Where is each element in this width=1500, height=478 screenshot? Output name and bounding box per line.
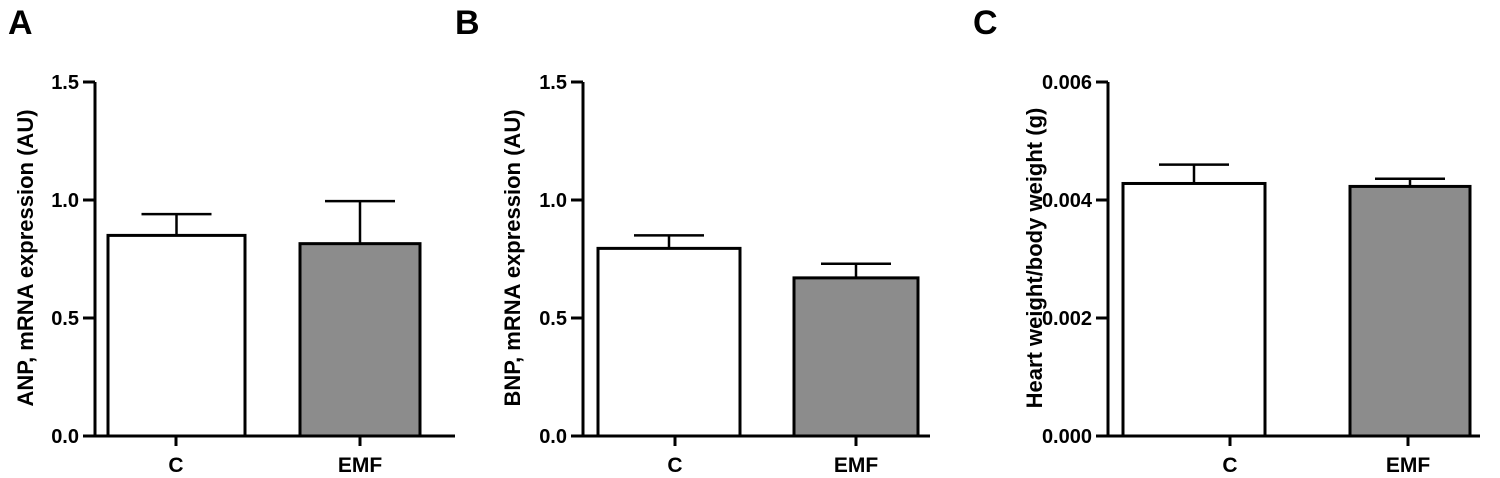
y-tick-label-a-0: 0.0 <box>51 426 79 448</box>
panel-label-c: C <box>973 4 998 42</box>
bar-a-0 <box>106 233 247 438</box>
panel-a: A ANP, mRNA expression (AU) 0.0 0.5 1.0 1.5… <box>8 4 455 477</box>
x-tick-label-b-0: C <box>667 454 682 477</box>
panel-label-b: B <box>455 4 480 42</box>
y-tick-label-c-1: 0.002 <box>1042 308 1092 330</box>
plot-area-c: 0.000 0.002 0.004 0.006 C EMF <box>1042 72 1480 477</box>
y-tick-label-b-3: 1.5 <box>539 72 567 94</box>
y-axis-title-a: ANP, mRNA expression (AU) <box>13 109 38 406</box>
bar-b-1 <box>792 276 920 438</box>
plot-area-b: 0.0 0.5 1.0 1.5 C EMF <box>539 72 930 477</box>
y-tick-label-a-3: 1.5 <box>51 72 79 94</box>
panel-c: C Heart weight/body weight (g) 0.0000.00… <box>973 4 1480 477</box>
bar-c-0 <box>1121 181 1267 438</box>
bar-a-1 <box>298 242 422 438</box>
y-tick-label-a-1: 0.5 <box>51 308 79 330</box>
x-tick-label-c-1: EMF <box>1386 454 1431 477</box>
x-tick-label-c-0: C <box>1222 454 1237 477</box>
y-tick-label-c-3: 0.006 <box>1042 72 1092 94</box>
y-tick-label-b-0: 0.0 <box>539 426 567 448</box>
bar-c-1 <box>1348 184 1472 438</box>
bar-b-0 <box>596 246 742 438</box>
y-tick-label-a-2: 1.0 <box>51 190 79 212</box>
y-axis-title-b: BNP, mRNA expression (AU) <box>500 109 525 406</box>
x-tick-label-a-1: EMF <box>338 454 383 477</box>
panel-label-a: A <box>8 4 33 42</box>
x-tick-label-b-1: EMF <box>834 454 879 477</box>
panel-b: B BNP, mRNA expression (AU) 0.0 0.5 1.0 1.5… <box>455 4 930 477</box>
y-tick-label-b-2: 1.0 <box>539 190 567 212</box>
y-axis-title-c: Heart weight/body weight (g) <box>1022 108 1047 409</box>
x-tick-label-a-0: C <box>168 454 183 477</box>
plot-area-a: 0.0 0.5 1.0 1.5 C EMF <box>51 72 455 477</box>
y-tick-label-c-2: 0.004 <box>1042 190 1093 212</box>
y-tick-label-b-1: 0.5 <box>539 308 567 330</box>
y-tick-label-c-0: 0.000 <box>1042 426 1092 448</box>
